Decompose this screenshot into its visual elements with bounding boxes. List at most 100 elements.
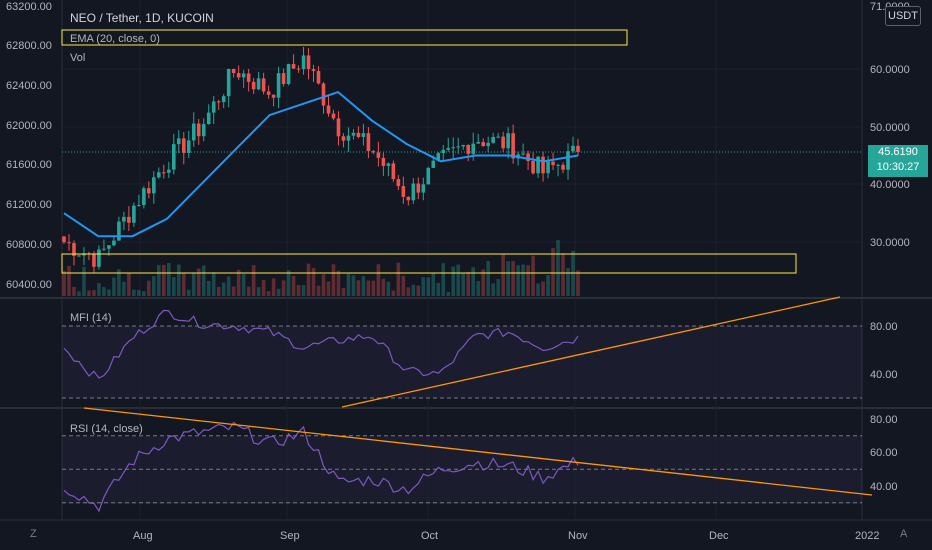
- volume-bar: [546, 275, 550, 296]
- volume-bar: [301, 285, 306, 296]
- candle-body: [546, 161, 550, 174]
- volume-bar: [436, 282, 441, 296]
- candle-body: [92, 254, 96, 267]
- candle-body: [566, 151, 570, 170]
- rsi-legend[interactable]: RSI (14, close): [70, 423, 143, 435]
- volume-bar: [446, 291, 451, 296]
- candle-body: [316, 70, 321, 84]
- volume-bar: [142, 291, 146, 296]
- candle-body: [376, 152, 381, 158]
- candle-body: [142, 188, 146, 206]
- right-tick: 30.0000: [870, 237, 910, 249]
- volume-bar: [476, 280, 480, 296]
- volume-bar: [486, 261, 490, 296]
- volume-bar: [386, 281, 391, 296]
- time-tick: Aug: [133, 530, 153, 542]
- volume-bar: [241, 274, 246, 296]
- volume-bar: [271, 278, 276, 296]
- volume-bar: [491, 283, 495, 296]
- candle-body: [256, 78, 261, 90]
- candle-body: [361, 133, 366, 137]
- candle-body: [191, 123, 196, 141]
- mfi-tick: 80.00: [870, 321, 898, 333]
- candle-body: [186, 140, 191, 153]
- volume-bar: [77, 291, 81, 296]
- candle-body: [301, 55, 306, 69]
- time-tick: Oct: [421, 530, 438, 542]
- volume-bar: [336, 270, 341, 296]
- volume-bar: [181, 272, 186, 296]
- candle-body: [112, 240, 116, 246]
- volume-bar: [152, 276, 156, 296]
- candle-body: [206, 112, 211, 125]
- candle-body: [117, 221, 121, 241]
- mfi-legend[interactable]: MFI (14): [70, 312, 112, 324]
- volume-bar: [112, 277, 116, 296]
- volume-bar: [246, 286, 251, 296]
- volume-bar: [311, 267, 316, 296]
- candle-body: [561, 164, 565, 170]
- volume-bar: [221, 282, 226, 296]
- candle-body: [157, 172, 161, 178]
- volume-bar: [147, 280, 151, 296]
- volume-bar: [281, 280, 286, 296]
- candle-body: [366, 133, 371, 152]
- candle-body: [526, 153, 530, 162]
- volume-bar: [107, 289, 111, 296]
- candle-body: [486, 142, 490, 147]
- currency-unit-badge[interactable]: USDT: [885, 6, 921, 26]
- volume-bar: [496, 279, 500, 296]
- annotation-box-top[interactable]: [61, 29, 628, 46]
- volume-bar: [256, 287, 261, 296]
- auto-scale-icon[interactable]: A: [900, 528, 908, 540]
- volume-bar: [531, 255, 535, 296]
- annotation-box-bottom[interactable]: [61, 253, 797, 274]
- volume-bar: [506, 261, 510, 296]
- candle-body: [571, 145, 575, 152]
- candle-body: [371, 151, 376, 153]
- ema-line[interactable]: [63, 90, 579, 238]
- vol-legend[interactable]: Vol: [70, 52, 85, 64]
- volume-bar: [466, 271, 471, 296]
- time-tick: 2022: [855, 530, 879, 542]
- volume-bar: [331, 264, 336, 296]
- left-tick: 61600.00: [6, 159, 52, 171]
- timezone-icon[interactable]: Z: [30, 528, 37, 540]
- volume-bar: [376, 264, 381, 296]
- candle-body: [511, 133, 515, 159]
- candle-body: [201, 124, 206, 137]
- rsi-line[interactable]: [63, 421, 579, 513]
- mfi-trendline[interactable]: [341, 296, 841, 408]
- mfi-line[interactable]: [63, 309, 579, 379]
- candle-body: [351, 132, 356, 136]
- volume-bar: [341, 288, 346, 296]
- volume-bar: [231, 286, 236, 296]
- candle-body: [246, 73, 251, 82]
- candle-body: [356, 132, 361, 137]
- last-price-tag: 45.6190 10:30:27: [868, 145, 928, 177]
- left-tick: 62400.00: [6, 80, 52, 92]
- candle-body: [321, 83, 326, 106]
- volume-bar: [536, 283, 540, 296]
- rsi-tick: 60.00: [870, 447, 898, 459]
- rsi-trendline[interactable]: [83, 407, 873, 496]
- candle-body: [416, 183, 421, 193]
- candle-body: [291, 64, 296, 69]
- volume-bar: [162, 264, 166, 296]
- candle-body: [421, 184, 426, 193]
- left-tick: 60800.00: [6, 239, 52, 251]
- candle-body: [147, 188, 151, 194]
- volume-bar: [471, 267, 476, 296]
- volume-bar: [236, 269, 241, 296]
- ema-legend[interactable]: EMA (20, close, 0): [70, 33, 160, 45]
- candle-body: [221, 96, 226, 103]
- candles[interactable]: [62, 46, 580, 273]
- candle-body: [251, 81, 256, 90]
- candle-body: [271, 94, 276, 98]
- volume-bar: [361, 276, 366, 296]
- candle-body: [346, 135, 351, 141]
- volume-bar: [186, 289, 191, 296]
- candle-body: [556, 164, 560, 166]
- right-tick: 40.0000: [870, 179, 910, 191]
